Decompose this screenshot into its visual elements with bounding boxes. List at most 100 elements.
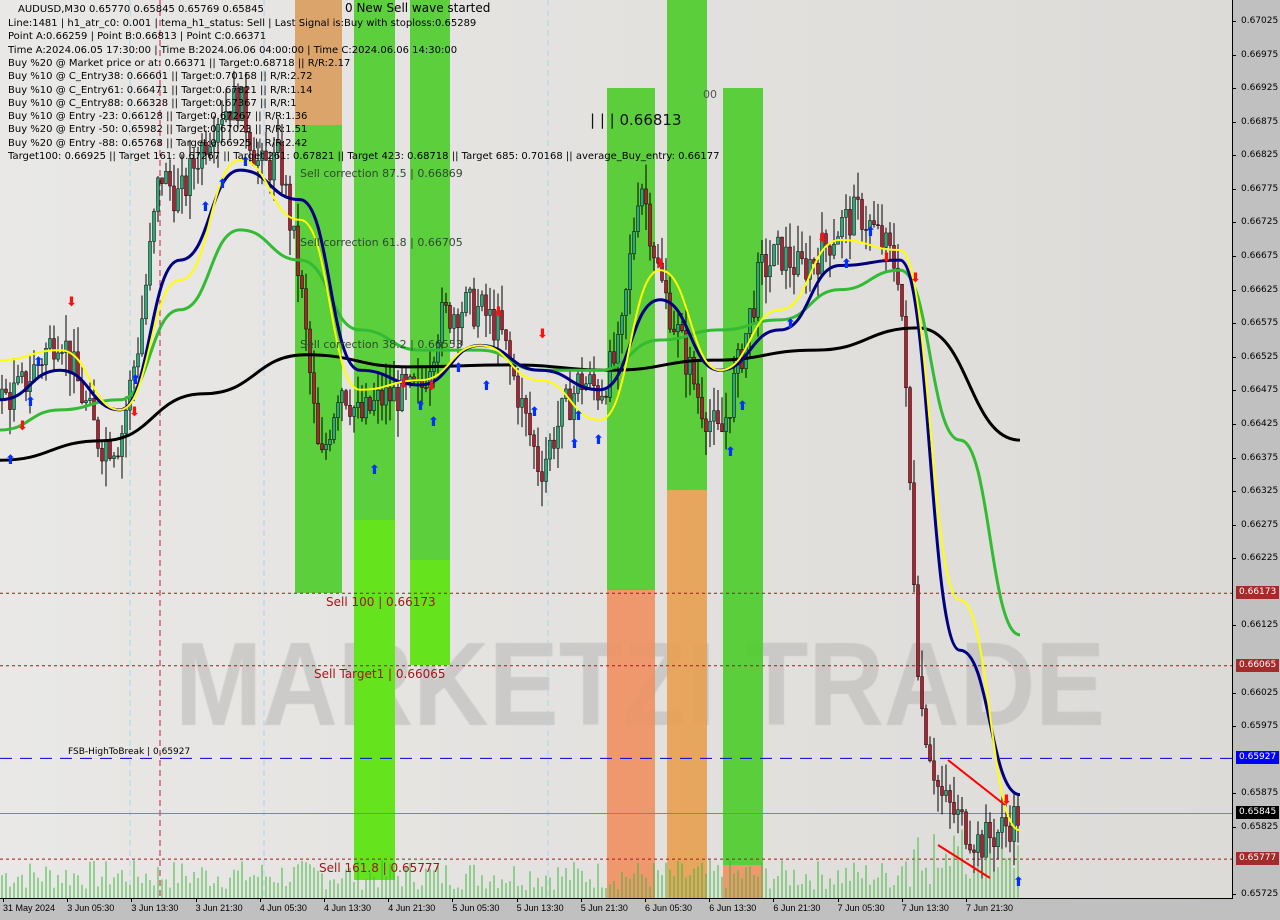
candle-body	[280, 141, 284, 186]
candle-body	[92, 398, 96, 421]
candle-body	[956, 809, 960, 815]
y-tick-mark	[1232, 356, 1236, 358]
candle-body	[960, 809, 964, 813]
y-tick-label: 0.66775	[1241, 183, 1279, 194]
candle-body	[776, 236, 780, 245]
zone-band	[354, 520, 395, 880]
candle-body	[104, 441, 108, 462]
y-tick-label: 0.66025	[1241, 687, 1279, 698]
y-tick-mark	[1232, 222, 1236, 224]
info-line: Point A:0.66259 | Point B:0.66813 | Poin…	[8, 31, 267, 43]
candle-body	[132, 366, 136, 381]
candle-body	[216, 124, 220, 143]
candle-body	[360, 402, 364, 419]
candle-body	[144, 284, 148, 320]
candle-body	[772, 244, 776, 266]
x-tick-label: 5 Jun 13:30	[516, 903, 564, 913]
x-tick-mark	[324, 898, 325, 902]
candle-body	[64, 340, 68, 353]
x-tick-label: 4 Jun 21:30	[388, 903, 436, 913]
candle-body	[256, 160, 260, 166]
candle-body	[136, 353, 140, 368]
candle-body	[292, 225, 296, 231]
candle-body	[748, 308, 752, 334]
candle-body	[268, 160, 272, 181]
candle-body	[912, 482, 916, 585]
candle-body	[708, 420, 712, 433]
buy-arrow-icon: ⬆	[737, 399, 748, 414]
y-tick-label: 0.66625	[1241, 284, 1279, 295]
sell-arrow-icon: ⬇	[881, 251, 892, 266]
chart-plot-area[interactable]: ⬆ ⬆ ⬆ ⬆ ⬆ ⬆ ⬆ ⬆ ⬆ ⬆ ⬆ ⬆ ⬆ ⬆ ⬆ ⬆ ⬆ ⬆ ⬆ ⬆ ⬆ ⬆ ⬇ ⬇ ⬇ ⬇ ⬇ ⬇ ⬇ ⬇ ⬇ ⬇ ⬇ ⬇ AUDUS…	[0, 0, 1233, 899]
candle-body	[480, 294, 484, 307]
candle-body	[88, 398, 92, 401]
price-tag: 0.66065	[1236, 658, 1279, 672]
candle-body	[236, 88, 240, 121]
candle-body	[332, 417, 336, 440]
zone-band	[667, 490, 707, 898]
sell-arrow-icon: ⬇	[537, 327, 548, 342]
sell-arrow-icon: ⬇	[817, 231, 828, 246]
candle-body	[392, 387, 396, 402]
candle-body	[376, 389, 380, 401]
candle-body	[976, 834, 980, 853]
candle-body	[188, 158, 192, 196]
sell-arrow-icon: ⬇	[66, 295, 77, 310]
candle-body	[660, 262, 664, 281]
y-tick-mark	[1232, 188, 1236, 190]
candle-body	[644, 188, 648, 205]
zone-band	[723, 865, 763, 898]
y-tick-label: 0.65875	[1241, 788, 1279, 799]
candle-body	[264, 150, 268, 161]
candle-body	[872, 220, 876, 225]
x-tick-label: 5 Jun 21:30	[580, 903, 628, 913]
candle-body	[996, 832, 1000, 847]
sell-arrow-icon: ⬇	[17, 419, 28, 434]
candle-body	[796, 251, 800, 275]
correction-38: Sell correction 38.2 | 0.66553	[300, 338, 463, 351]
y-tick-mark	[1232, 894, 1236, 896]
y-tick-label: 0.66225	[1241, 553, 1279, 564]
candle-body	[972, 849, 976, 853]
candle-body	[388, 387, 392, 402]
candle-body	[568, 388, 572, 420]
candle-body	[716, 410, 720, 425]
buy-arrow-icon: ⬆	[785, 317, 796, 332]
candle-body	[828, 245, 832, 256]
candle-body	[496, 310, 500, 341]
y-tick-mark	[1232, 390, 1236, 392]
y-tick-label: 0.66575	[1241, 318, 1279, 329]
x-tick-label: 6 Jun 13:30	[709, 903, 757, 913]
buy-arrow-icon: ⬆	[481, 379, 492, 394]
candle-body	[840, 217, 844, 238]
candle-body	[76, 351, 80, 382]
x-tick-label: 5 Jun 05:30	[452, 903, 500, 913]
candle-body	[488, 308, 492, 316]
candle-body	[676, 324, 680, 333]
buy-arrow-icon: ⬆	[453, 361, 464, 376]
level-fsb: FSB-HighToBreak | 0.65927	[68, 747, 191, 757]
candle-body	[636, 205, 640, 232]
candle-body	[764, 254, 768, 278]
buy-arrow-icon: ⬆	[1013, 875, 1024, 890]
candle-body	[732, 373, 736, 418]
buy-arrow-icon: ⬆	[33, 355, 44, 370]
channel-lower-line	[937, 844, 991, 879]
candle-body	[1000, 817, 1004, 833]
candle-body	[400, 373, 404, 411]
candle-body	[396, 387, 400, 411]
candle-body	[1016, 806, 1020, 826]
correction-61: Sell correction 61.8 | 0.66705	[300, 236, 463, 249]
x-tick-label: 7 Jun 21:30	[966, 903, 1014, 913]
y-tick-mark	[1232, 524, 1236, 526]
candle-body	[452, 314, 456, 329]
candle-body	[380, 389, 384, 406]
candle-body	[580, 373, 584, 391]
y-tick-mark	[1232, 88, 1236, 90]
candle-body	[484, 294, 488, 316]
candle-body	[20, 371, 24, 377]
candle-body	[48, 338, 52, 349]
candle-body	[524, 398, 528, 414]
x-tick-label: 6 Jun 21:30	[773, 903, 821, 913]
moving-average-line	[0, 228, 1021, 637]
